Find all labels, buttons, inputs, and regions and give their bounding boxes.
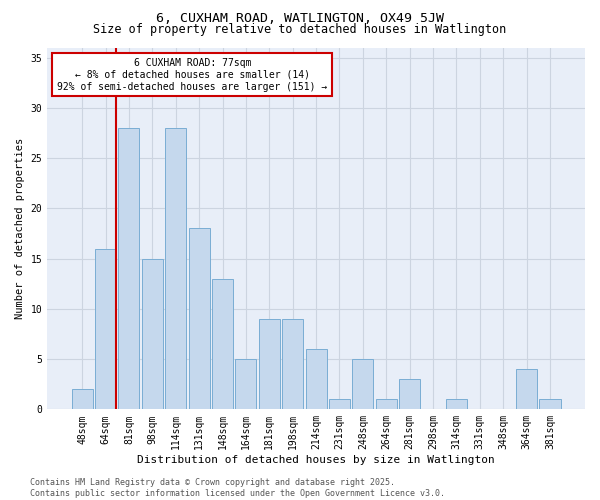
Bar: [305, 349, 326, 410]
Bar: [259, 319, 280, 410]
Bar: [188, 228, 209, 410]
Bar: [446, 400, 467, 409]
Bar: [329, 400, 350, 409]
Text: Size of property relative to detached houses in Watlington: Size of property relative to detached ho…: [94, 22, 506, 36]
Bar: [235, 359, 256, 410]
Bar: [118, 128, 139, 410]
Text: 6 CUXHAM ROAD: 77sqm
← 8% of detached houses are smaller (14)
92% of semi-detach: 6 CUXHAM ROAD: 77sqm ← 8% of detached ho…: [57, 58, 328, 92]
Bar: [399, 379, 420, 410]
Y-axis label: Number of detached properties: Number of detached properties: [15, 138, 25, 319]
Bar: [516, 369, 537, 410]
Bar: [165, 128, 186, 410]
Bar: [376, 400, 397, 409]
Bar: [95, 248, 116, 410]
Bar: [71, 389, 92, 409]
Text: Contains HM Land Registry data © Crown copyright and database right 2025.
Contai: Contains HM Land Registry data © Crown c…: [30, 478, 445, 498]
Bar: [282, 319, 303, 410]
Bar: [142, 258, 163, 410]
Text: 6, CUXHAM ROAD, WATLINGTON, OX49 5JW: 6, CUXHAM ROAD, WATLINGTON, OX49 5JW: [156, 12, 444, 26]
X-axis label: Distribution of detached houses by size in Watlington: Distribution of detached houses by size …: [137, 455, 495, 465]
Bar: [352, 359, 373, 410]
Bar: [539, 400, 560, 409]
Bar: [212, 278, 233, 409]
